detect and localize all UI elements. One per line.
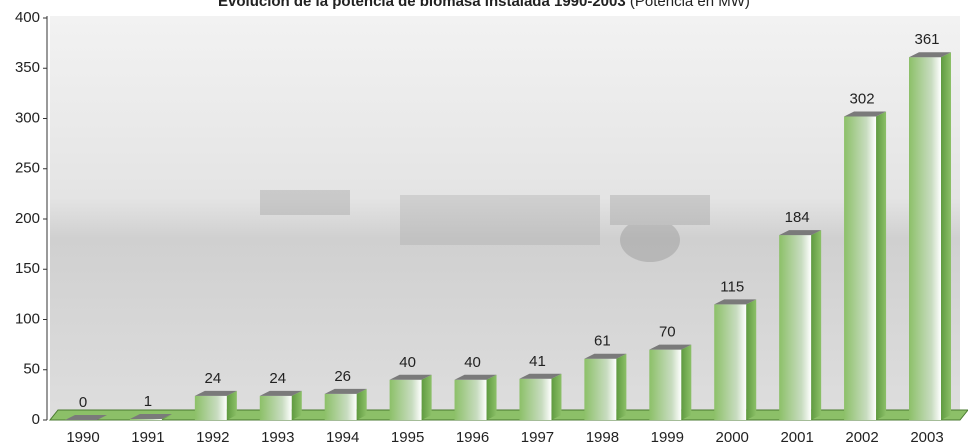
value-label: 115 xyxy=(720,278,744,295)
bar-top xyxy=(194,390,237,396)
value-label: 302 xyxy=(850,90,875,107)
x-tick-label: 1991 xyxy=(131,429,164,446)
floor xyxy=(48,409,968,421)
y-tick-label: 350 xyxy=(15,59,40,76)
value-label: 184 xyxy=(785,209,810,226)
bar xyxy=(389,379,422,420)
bar xyxy=(454,379,487,420)
x-tick-label: 2002 xyxy=(845,429,878,446)
x-tick-label: 2001 xyxy=(780,429,813,446)
y-tick-label: 150 xyxy=(15,260,40,277)
bar-side xyxy=(356,388,367,420)
bar-side xyxy=(226,390,237,420)
bar-top xyxy=(649,344,692,350)
bar-side xyxy=(681,344,692,420)
bar-side xyxy=(811,230,822,420)
bar-top xyxy=(454,374,497,380)
bar-side xyxy=(876,111,887,421)
value-label: 40 xyxy=(464,354,481,371)
title: Evolución de la potencia de biomasa inst… xyxy=(218,0,626,10)
bar xyxy=(584,358,617,420)
x-tick-label: 1997 xyxy=(521,429,554,446)
value-label: 26 xyxy=(334,368,351,385)
x-tick-label: 1999 xyxy=(651,429,684,446)
value-label: 40 xyxy=(399,354,416,371)
bar xyxy=(844,116,877,421)
bar xyxy=(519,378,552,420)
bar-top xyxy=(65,415,107,420)
bar-top xyxy=(519,373,562,379)
bar-top xyxy=(129,413,172,419)
bar-side xyxy=(941,52,951,420)
bar xyxy=(779,235,812,420)
x-tick-label: 1995 xyxy=(391,429,424,446)
bar xyxy=(649,349,682,420)
bar-top xyxy=(389,374,432,380)
bar-side xyxy=(746,299,757,420)
bar-side xyxy=(616,353,627,420)
chart-title: Evolución de la potencia de biomasa inst… xyxy=(218,0,750,10)
bar xyxy=(194,395,227,420)
bar-side xyxy=(551,373,562,420)
bar xyxy=(129,418,162,420)
y-tick-label: 200 xyxy=(15,210,40,227)
y-tick-label: 300 xyxy=(15,109,40,126)
bar-top xyxy=(909,52,951,58)
x-tick-label: 1994 xyxy=(326,429,359,446)
y-tick-label: 50 xyxy=(23,361,40,378)
bar xyxy=(909,57,941,420)
value-label: 0 xyxy=(79,394,87,411)
value-label: 41 xyxy=(529,353,546,370)
value-label: 361 xyxy=(914,31,939,48)
value-label: 70 xyxy=(659,324,676,341)
bar-side xyxy=(291,390,302,420)
bar-top xyxy=(584,353,627,359)
bar-top xyxy=(714,299,757,305)
bar xyxy=(259,395,292,420)
x-tick-label: 1992 xyxy=(196,429,229,446)
x-tick-label: 1993 xyxy=(261,429,294,446)
x-tick-label: 2003 xyxy=(910,429,943,446)
y-tick-label: 0 xyxy=(32,411,40,428)
value-label: 61 xyxy=(594,333,611,350)
bar-side xyxy=(421,374,432,420)
y-tick-label: 400 xyxy=(15,9,40,26)
y-tick-label: 100 xyxy=(15,310,40,327)
bar-top xyxy=(844,111,887,117)
y-tick-label: 250 xyxy=(15,160,40,177)
value-label: 1 xyxy=(144,393,152,410)
bar-top xyxy=(259,390,302,396)
x-tick-label: 1990 xyxy=(66,429,99,446)
bar xyxy=(714,304,747,420)
photo-silhouette xyxy=(260,190,710,262)
x-tick-label: 1998 xyxy=(586,429,619,446)
x-tick-label: 1996 xyxy=(456,429,489,446)
bar-side xyxy=(486,374,497,420)
bar-top xyxy=(779,230,822,236)
value-label: 24 xyxy=(205,370,222,387)
bar xyxy=(324,393,357,420)
bar-side xyxy=(161,413,172,420)
value-label: 24 xyxy=(269,370,286,387)
x-tick-label: 2000 xyxy=(716,429,749,446)
subtitle: (Potencia en MW) xyxy=(630,0,750,10)
bar-top xyxy=(324,388,367,394)
